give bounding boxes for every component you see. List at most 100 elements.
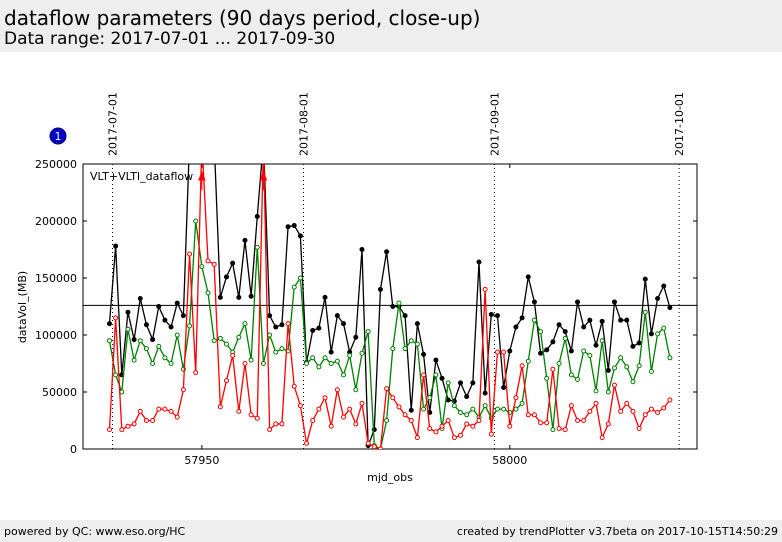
point: [648, 406, 654, 412]
point: [648, 331, 654, 337]
date-label: 2017-10-01: [673, 92, 686, 156]
point: [501, 349, 507, 355]
date-label: 2017-07-01: [107, 92, 120, 156]
point: [285, 321, 291, 327]
point: [427, 395, 433, 401]
point: [125, 309, 131, 315]
point: [562, 427, 568, 433]
point: [451, 435, 457, 441]
point: [568, 403, 574, 409]
point: [482, 403, 488, 409]
point: [655, 296, 661, 302]
point: [519, 315, 525, 321]
y-tick-label: 250000: [35, 158, 77, 171]
point: [525, 358, 531, 364]
y-tick-label: 200000: [35, 215, 77, 228]
point: [581, 418, 587, 423]
point: [538, 329, 544, 335]
point: [359, 400, 365, 406]
point: [414, 321, 420, 327]
point: [402, 346, 408, 352]
point: [341, 414, 347, 420]
point: [341, 372, 347, 378]
point: [236, 334, 242, 340]
point: [433, 429, 439, 435]
point: [131, 337, 137, 343]
point: [513, 406, 519, 412]
point: [531, 412, 537, 418]
point: [550, 427, 556, 433]
point: [525, 412, 531, 418]
point: [599, 338, 605, 344]
x-axis-label: mjd_obs: [367, 471, 413, 484]
point: [636, 363, 642, 369]
point: [630, 379, 636, 385]
point: [143, 346, 149, 352]
point: [119, 427, 125, 433]
point: [556, 361, 562, 366]
point: [575, 418, 581, 423]
overflow-arrow: [198, 170, 206, 190]
point: [402, 313, 408, 319]
point: [273, 421, 279, 427]
point: [550, 366, 556, 372]
point: [150, 418, 156, 423]
point: [605, 367, 611, 373]
header: dataflow parameters (90 days period, clo…: [0, 0, 782, 52]
point: [390, 395, 396, 401]
point: [599, 318, 605, 324]
point: [242, 361, 248, 366]
point: [273, 324, 279, 330]
point: [217, 294, 223, 300]
point: [285, 224, 291, 230]
point: [137, 296, 143, 302]
point: [642, 412, 648, 418]
point: [193, 370, 199, 376]
point: [328, 423, 334, 429]
y-tick-label: 100000: [35, 329, 77, 342]
point: [254, 213, 260, 219]
point: [476, 259, 482, 265]
point: [322, 294, 328, 300]
point: [464, 412, 470, 418]
point: [618, 408, 624, 414]
point: [359, 350, 365, 356]
point: [137, 408, 143, 414]
point: [587, 353, 593, 359]
point: [353, 387, 359, 393]
point: [525, 274, 531, 280]
point: [568, 348, 574, 354]
series-line: [108, 164, 671, 449]
point: [624, 400, 630, 406]
point: [501, 406, 507, 412]
point: [193, 218, 199, 224]
point: [200, 139, 204, 143]
point: [168, 361, 174, 366]
point: [624, 317, 630, 323]
point: [223, 341, 229, 347]
point: [667, 355, 673, 361]
point: [414, 435, 420, 441]
point: [156, 304, 162, 309]
point: [334, 313, 340, 319]
y-tick-label: 50000: [42, 386, 77, 399]
point: [334, 358, 340, 364]
point: [113, 243, 119, 249]
point: [248, 357, 254, 363]
point: [377, 286, 383, 292]
point: [377, 446, 383, 449]
point: [217, 335, 223, 341]
point: [248, 412, 254, 418]
point: [568, 372, 574, 378]
x-tick-label: 58000: [492, 454, 527, 467]
point: [408, 338, 414, 344]
point: [470, 423, 476, 429]
point: [199, 264, 205, 270]
point: [291, 383, 297, 389]
point: [267, 427, 273, 433]
point: [451, 403, 457, 409]
point: [316, 406, 322, 412]
point: [106, 427, 112, 433]
point: [562, 335, 568, 341]
badge-label: 1: [55, 130, 62, 143]
